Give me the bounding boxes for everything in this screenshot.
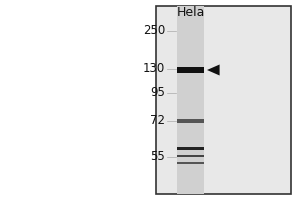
Polygon shape	[207, 64, 220, 75]
Bar	[156, 6, 291, 194]
Text: 130: 130	[143, 62, 165, 75]
Bar	[177, 119, 204, 123]
Text: 250: 250	[143, 24, 165, 38]
Bar	[177, 162, 204, 164]
Bar	[177, 6, 204, 194]
Text: Hela: Hela	[176, 6, 205, 20]
Bar	[177, 67, 204, 73]
Bar	[177, 147, 204, 150]
Text: 95: 95	[150, 86, 165, 99]
Text: 72: 72	[150, 114, 165, 128]
Text: 55: 55	[150, 150, 165, 164]
Bar	[177, 155, 204, 157]
